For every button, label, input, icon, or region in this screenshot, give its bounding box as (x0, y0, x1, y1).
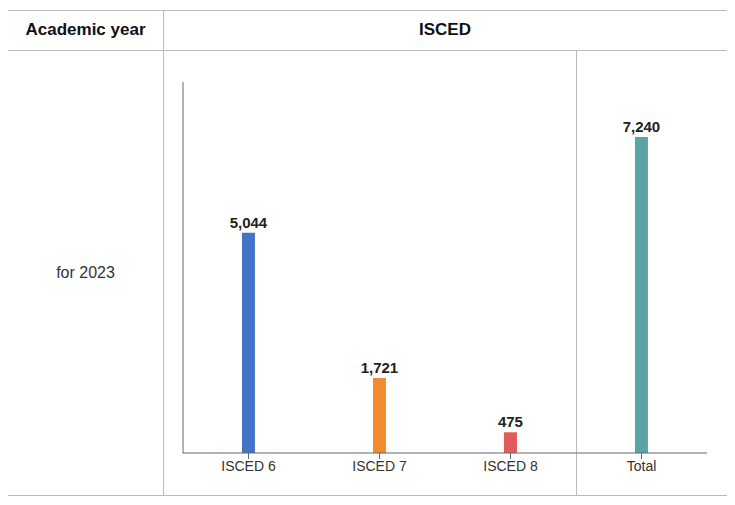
html-text:Academic year: Academic year (25, 20, 146, 39)
svg-text:ISCED 7: ISCED 7 (352, 458, 407, 474)
svg-text:Total: Total (627, 458, 657, 474)
svg-text:ISCED 6: ISCED 6 (221, 458, 276, 474)
html-text:for 2023: for 2023 (56, 263, 115, 281)
svg-text:5,044: 5,044 (230, 214, 268, 231)
svg-text:475: 475 (498, 413, 523, 430)
svg-text:7,240: 7,240 (623, 118, 661, 135)
svg-text:ISCED 8: ISCED 8 (483, 458, 538, 474)
html-text:ISCED: ISCED (419, 20, 471, 39)
svg-text:1,721: 1,721 (361, 359, 399, 376)
